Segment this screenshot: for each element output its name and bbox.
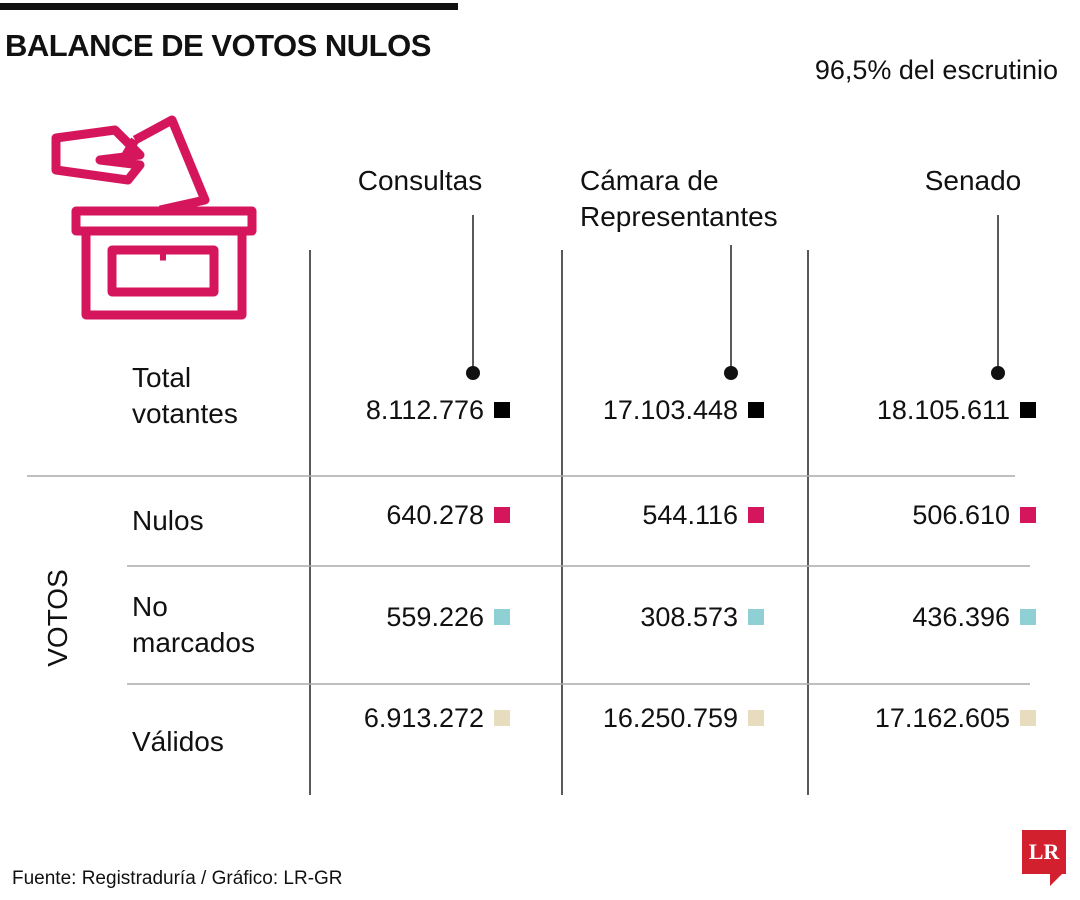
marker xyxy=(1020,507,1036,523)
cell-value: 544.116 xyxy=(642,500,738,530)
cell-value: 506.610 xyxy=(912,500,1010,530)
row-label: No marcados xyxy=(132,591,255,658)
cell-value: 16.250.759 xyxy=(602,703,738,733)
title: BALANCE DE VOTOS NULOS xyxy=(5,28,431,63)
cell-value: 6.913.272 xyxy=(363,703,484,733)
rules xyxy=(309,215,999,795)
cell-value: 436.396 xyxy=(912,602,1010,632)
marker xyxy=(494,507,510,523)
source: Fuente: Registraduría / Gráfico: LR-GR xyxy=(12,868,343,889)
cell-value: 308.573 xyxy=(640,602,738,632)
subtitle: 96,5% del escrutinio xyxy=(814,55,1058,85)
row-label: Total votantes xyxy=(132,362,238,429)
logo-tail xyxy=(1050,874,1062,886)
ballot-icon xyxy=(51,115,257,320)
logo: LR xyxy=(1022,830,1066,874)
top-bar xyxy=(0,3,458,10)
marker xyxy=(494,402,510,418)
row-label: Nulos xyxy=(132,505,204,536)
row-rules xyxy=(27,475,1030,685)
marker xyxy=(748,402,764,418)
column-header: Consultas xyxy=(357,165,483,196)
cell-value: 640.278 xyxy=(386,500,484,530)
marker xyxy=(748,507,764,523)
marker xyxy=(748,710,764,726)
group-label: VOTOS xyxy=(42,569,73,667)
row-label: Válidos xyxy=(132,726,224,757)
cell-value: 18.105.611 xyxy=(876,395,1010,425)
cell-value: 17.103.448 xyxy=(602,395,738,425)
marker xyxy=(1020,609,1036,625)
cell-value: 8.112.776 xyxy=(365,395,484,425)
marker xyxy=(748,609,764,625)
column-header: Cámara de Representantes xyxy=(580,165,778,232)
marker xyxy=(1020,402,1036,418)
leader-dots xyxy=(466,366,1005,380)
cell-value: 17.162.605 xyxy=(874,703,1010,733)
marker xyxy=(1020,710,1036,726)
marker xyxy=(494,710,510,726)
column-header: Senado xyxy=(924,165,1022,196)
marker xyxy=(494,609,510,625)
cell-value: 559.226 xyxy=(386,602,484,632)
